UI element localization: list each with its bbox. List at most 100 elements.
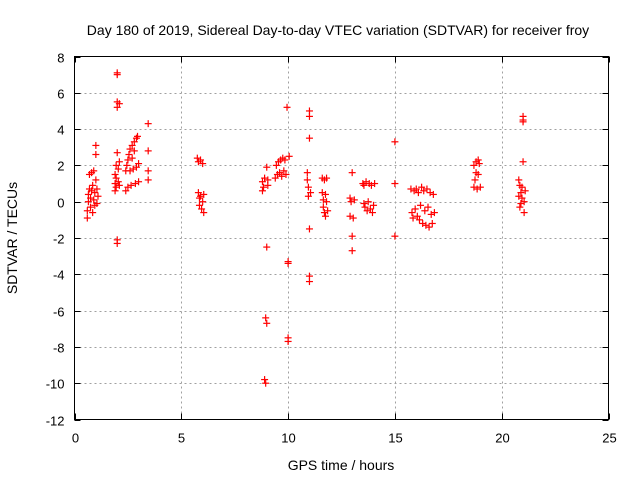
data-point bbox=[112, 174, 120, 182]
data-point bbox=[194, 189, 202, 197]
y-tick-label: -4 bbox=[53, 268, 65, 283]
data-point bbox=[521, 187, 529, 195]
data-point bbox=[263, 319, 271, 327]
data-point bbox=[114, 178, 122, 186]
data-point bbox=[305, 225, 313, 233]
data-point bbox=[348, 169, 356, 177]
data-point bbox=[115, 100, 123, 108]
data-point bbox=[307, 189, 315, 197]
data-point bbox=[258, 178, 266, 186]
data-point bbox=[360, 181, 368, 189]
data-point bbox=[284, 259, 292, 267]
data-point bbox=[126, 145, 134, 153]
data-point bbox=[421, 207, 429, 215]
data-point bbox=[89, 181, 97, 189]
data-point bbox=[144, 176, 152, 184]
data-point bbox=[92, 141, 100, 149]
x-tick-label: 10 bbox=[281, 431, 295, 446]
data-point bbox=[476, 183, 484, 191]
data-point bbox=[144, 147, 152, 155]
data-point bbox=[261, 376, 269, 384]
data-point bbox=[424, 203, 432, 211]
data-point bbox=[429, 190, 437, 198]
x-tick-label: 0 bbox=[72, 431, 79, 446]
data-point bbox=[134, 132, 142, 140]
data-point bbox=[115, 181, 123, 189]
data-point bbox=[305, 112, 313, 120]
data-point bbox=[93, 200, 101, 208]
data-point bbox=[348, 247, 356, 255]
y-tick-label: 8 bbox=[57, 51, 64, 66]
data-point bbox=[112, 161, 120, 169]
y-tick-label: -8 bbox=[53, 341, 65, 356]
y-tick-label: 2 bbox=[57, 159, 64, 174]
data-point bbox=[411, 205, 419, 213]
data-point bbox=[90, 196, 98, 204]
data-point bbox=[114, 165, 122, 173]
data-point bbox=[263, 163, 271, 171]
data-point bbox=[94, 192, 102, 200]
data-point bbox=[361, 203, 369, 211]
data-point bbox=[413, 212, 421, 220]
data-point bbox=[285, 152, 293, 160]
data-point bbox=[518, 194, 526, 202]
data-point bbox=[144, 167, 152, 175]
data-point bbox=[262, 379, 270, 387]
data-point bbox=[304, 183, 312, 191]
data-point bbox=[90, 167, 98, 175]
data-point bbox=[471, 176, 479, 184]
data-point bbox=[84, 198, 92, 206]
data-point bbox=[282, 170, 290, 178]
data-points-layer bbox=[83, 69, 529, 387]
data-point bbox=[324, 207, 332, 215]
data-point bbox=[128, 154, 136, 162]
data-point bbox=[319, 203, 327, 211]
data-point bbox=[280, 167, 288, 175]
data-point bbox=[425, 223, 433, 231]
data-point bbox=[272, 161, 280, 169]
data-point bbox=[271, 174, 279, 182]
data-point bbox=[470, 161, 478, 169]
data-point bbox=[391, 138, 399, 146]
data-point bbox=[113, 103, 121, 111]
data-point bbox=[195, 201, 203, 209]
data-point bbox=[144, 120, 152, 128]
data-point bbox=[115, 158, 123, 166]
data-point bbox=[125, 151, 133, 159]
data-point bbox=[83, 207, 91, 215]
data-point bbox=[122, 187, 130, 195]
data-point bbox=[371, 180, 379, 188]
data-point bbox=[350, 196, 358, 204]
data-point bbox=[474, 156, 482, 164]
data-point bbox=[262, 314, 270, 322]
data-point bbox=[517, 189, 525, 197]
data-point bbox=[283, 103, 291, 111]
data-point bbox=[323, 198, 331, 206]
data-point bbox=[515, 176, 523, 184]
data-point bbox=[516, 203, 524, 211]
data-point bbox=[113, 71, 121, 79]
data-point bbox=[113, 239, 121, 247]
data-point bbox=[263, 243, 271, 251]
data-point bbox=[111, 187, 119, 195]
data-point bbox=[321, 212, 329, 220]
data-point bbox=[199, 198, 207, 206]
data-point bbox=[130, 147, 138, 155]
data-point bbox=[366, 205, 374, 213]
x-tick-labels: 0 5 10 15 20 25 bbox=[72, 431, 617, 446]
data-point bbox=[135, 178, 143, 186]
data-point bbox=[408, 209, 416, 217]
data-point bbox=[84, 190, 92, 198]
data-point bbox=[199, 160, 207, 168]
x-axis-label: GPS time / hours bbox=[288, 457, 395, 473]
data-point bbox=[474, 170, 482, 178]
x-tick-label: 5 bbox=[178, 431, 185, 446]
y-tick-label: -12 bbox=[46, 414, 65, 429]
data-point bbox=[303, 169, 311, 177]
data-point bbox=[278, 172, 286, 180]
data-point bbox=[370, 201, 378, 209]
y-tick-label: -10 bbox=[46, 377, 65, 392]
data-point bbox=[323, 174, 331, 182]
